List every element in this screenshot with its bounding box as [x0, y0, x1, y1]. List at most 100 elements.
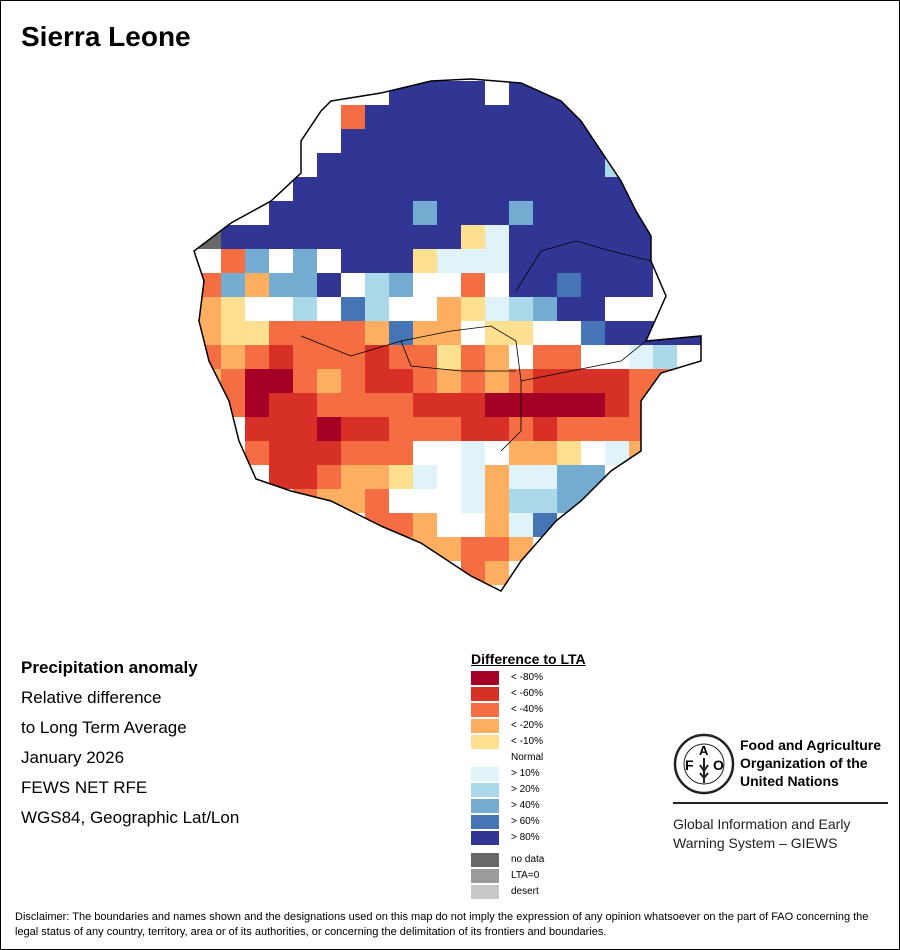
- grid-cell: [461, 441, 473, 453]
- grid-cell: [317, 405, 329, 417]
- grid-cell: [353, 249, 365, 261]
- grid-cell: [545, 117, 557, 129]
- grid-cell: [341, 285, 353, 297]
- grid-cell: [401, 321, 413, 333]
- grid-cell: [425, 297, 437, 309]
- grid-cell: [305, 477, 317, 489]
- grid-cell: [293, 429, 305, 441]
- grid-cell: [353, 477, 365, 489]
- grid-cell: [593, 369, 605, 381]
- grid-cell: [545, 261, 557, 273]
- grid-cell: [413, 237, 425, 249]
- grid-cell: [545, 81, 557, 93]
- grid-cell: [401, 237, 413, 249]
- grid-cell: [593, 261, 605, 273]
- grid-cell: [197, 369, 209, 381]
- grid-cell: [413, 321, 425, 333]
- grid-cell: [569, 165, 581, 177]
- grid-cell: [329, 369, 341, 381]
- grid-cell: [557, 81, 569, 93]
- grid-cell: [389, 309, 401, 321]
- grid-cell: [365, 453, 377, 465]
- grid-cell: [377, 465, 389, 477]
- grid-cell: [569, 225, 581, 237]
- grid-cell: [521, 537, 533, 549]
- grid-cell: [329, 153, 341, 165]
- grid-cell: [449, 429, 461, 441]
- grid-cell: [437, 465, 449, 477]
- grid-cell: [389, 369, 401, 381]
- grid-cell: [533, 429, 545, 441]
- grid-cell: [269, 465, 281, 477]
- grid-cell: [533, 285, 545, 297]
- grid-cell: [521, 105, 533, 117]
- grid-cell: [521, 201, 533, 213]
- grid-cell: [497, 261, 509, 273]
- grid-cell: [557, 189, 569, 201]
- grid-cell: [377, 177, 389, 189]
- grid-cell: [377, 489, 389, 501]
- grid-cell: [437, 489, 449, 501]
- grid-cell: [533, 249, 545, 261]
- grid-cell: [413, 369, 425, 381]
- grid-cell: [281, 237, 293, 249]
- grid-cell: [497, 141, 509, 153]
- grid-cell: [293, 417, 305, 429]
- grid-cell: [533, 177, 545, 189]
- grid-cell: [197, 357, 209, 369]
- grid-cell: [497, 501, 509, 513]
- grid-cell: [329, 453, 341, 465]
- grid-cell: [353, 201, 365, 213]
- grid-cell: [281, 285, 293, 297]
- legend-swatch: [471, 869, 499, 883]
- grid-cell: [593, 129, 605, 141]
- grid-cell: [617, 357, 629, 369]
- grid-cell: [593, 273, 605, 285]
- grid-cell: [413, 489, 425, 501]
- grid-cell: [317, 249, 329, 261]
- grid-cell: [389, 381, 401, 393]
- grid-cell: [209, 345, 221, 357]
- grid-cell: [209, 297, 221, 309]
- grid-cell: [329, 441, 341, 453]
- grid-cell: [401, 513, 413, 525]
- grid-cell: [521, 261, 533, 273]
- grid-cell: [305, 285, 317, 297]
- grid-cell: [353, 369, 365, 381]
- grid-cell: [305, 225, 317, 237]
- grid-cell: [629, 321, 641, 333]
- grid-cell: [365, 213, 377, 225]
- grid-cell: [581, 141, 593, 153]
- grid-cell: [629, 285, 641, 297]
- grid-cell: [485, 369, 497, 381]
- grid-cell: [329, 261, 341, 273]
- grid-cell: [365, 321, 377, 333]
- grid-cell: [269, 261, 281, 273]
- grid-cell: [353, 429, 365, 441]
- legend-label: > 10%: [511, 768, 540, 779]
- legend-label: no data: [511, 854, 545, 865]
- grid-cell: [437, 129, 449, 141]
- grid-cell: [605, 225, 617, 237]
- legend-label: > 80%: [511, 832, 540, 843]
- grid-cell: [569, 405, 581, 417]
- grid-cell: [545, 141, 557, 153]
- grid-cell: [485, 501, 497, 513]
- grid-cell: [449, 81, 461, 93]
- grid-cell: [461, 285, 473, 297]
- grid-cell: [581, 213, 593, 225]
- fao-name-line: Food and Agriculture: [740, 737, 882, 753]
- grid-cell: [425, 81, 437, 93]
- grid-cell: [257, 285, 269, 297]
- grid-cell: [497, 129, 509, 141]
- grid-cell: [461, 93, 473, 105]
- grid-cell: [509, 105, 521, 117]
- grid-cell: [497, 249, 509, 261]
- grid-cell: [449, 333, 461, 345]
- grid-cell: [473, 129, 485, 141]
- grid-cell: [629, 261, 641, 273]
- grid-cell: [305, 321, 317, 333]
- grid-cell: [629, 417, 641, 429]
- grid-cell: [593, 381, 605, 393]
- grid-cell: [401, 105, 413, 117]
